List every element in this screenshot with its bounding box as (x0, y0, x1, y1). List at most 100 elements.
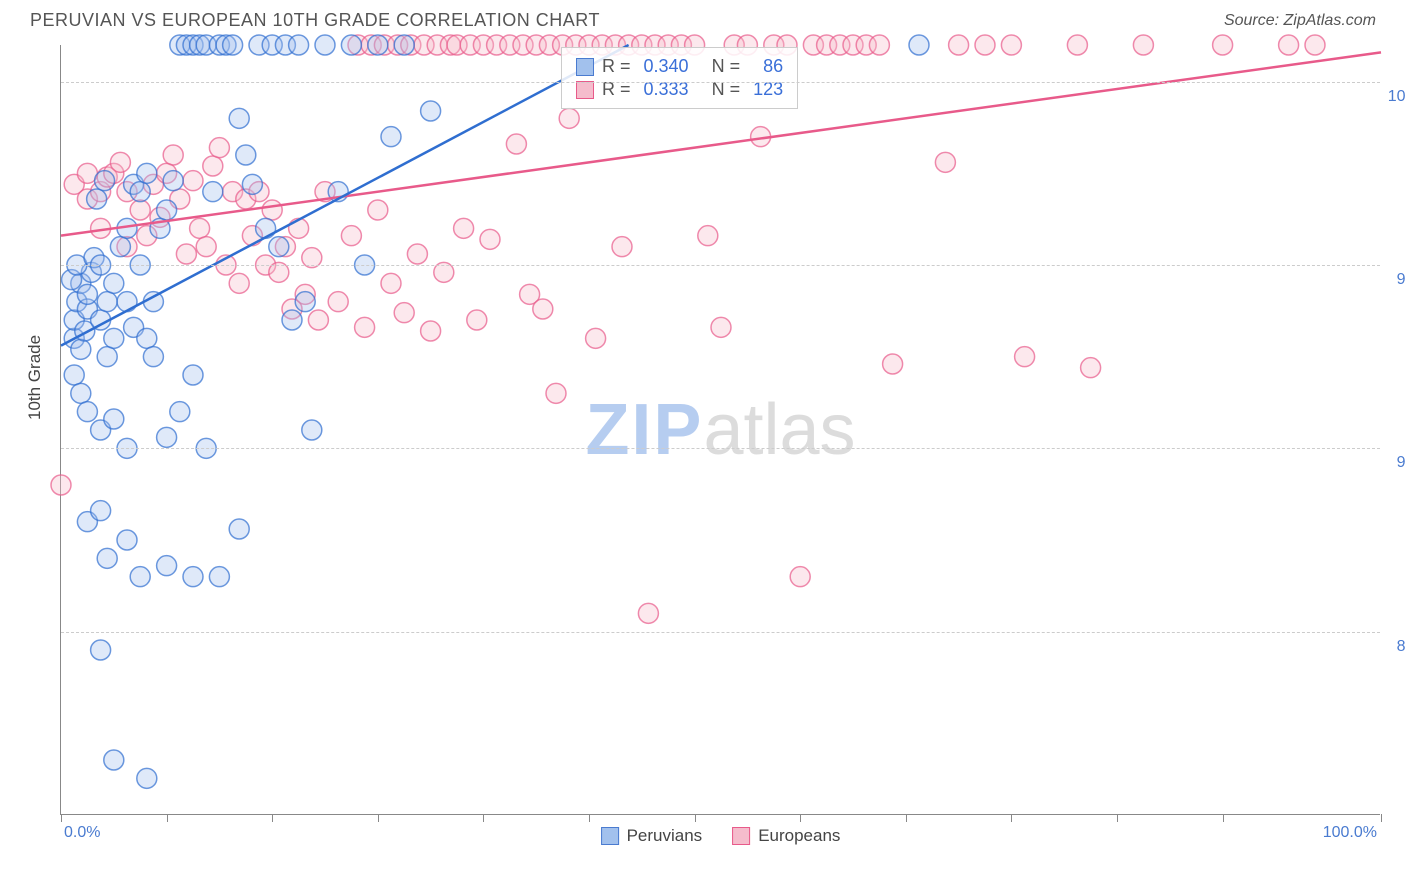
scatter-point (130, 200, 150, 220)
x-tick (1011, 814, 1012, 822)
scatter-point (308, 310, 328, 330)
scatter-point (256, 218, 276, 238)
gridline (61, 82, 1380, 83)
scatter-point (315, 35, 335, 55)
y-axis-label: 10th Grade (25, 335, 45, 420)
scatter-point (91, 501, 111, 521)
x-tick (378, 814, 379, 822)
scatter-point (51, 475, 71, 495)
scatter-point (209, 567, 229, 587)
scatter-point (170, 402, 190, 422)
x-tick (167, 814, 168, 822)
r-value: 0.340 (644, 56, 689, 77)
chart-area: ZIPatlas R = 0.340 N = 86 R = 0.333 N = … (60, 45, 1380, 815)
scatter-point (1279, 35, 1299, 55)
scatter-point (110, 152, 130, 172)
scatter-point (638, 603, 658, 623)
n-label: N = (697, 56, 746, 77)
scatter-point (190, 218, 210, 238)
scatter-point (1067, 35, 1087, 55)
scatter-point (421, 321, 441, 341)
scatter-point (1015, 347, 1035, 367)
scatter-point (269, 237, 289, 257)
gridline (61, 265, 1380, 266)
x-tick (1381, 814, 1382, 822)
scatter-point (711, 317, 731, 337)
source-label: Source: ZipAtlas.com (1224, 12, 1376, 30)
scatter-point (95, 171, 115, 191)
scatter-point (355, 317, 375, 337)
scatter-point (407, 244, 427, 264)
scatter-point (935, 152, 955, 172)
y-tick-label: 85.0% (1397, 638, 1406, 656)
scatter-point (1213, 35, 1233, 55)
scatter-point (289, 218, 309, 238)
scatter-point (229, 519, 249, 539)
scatter-point (163, 145, 183, 165)
scatter-point (97, 292, 117, 312)
scatter-point (183, 171, 203, 191)
x-axis-min-label: 0.0% (64, 824, 100, 842)
scatter-point (454, 218, 474, 238)
scatter-point (71, 339, 91, 359)
legend-swatch (576, 58, 594, 76)
scatter-point (229, 108, 249, 128)
scatter-point (137, 163, 157, 183)
scatter-point (77, 284, 97, 304)
scatter-point (104, 273, 124, 293)
scatter-point (196, 237, 216, 257)
x-tick (272, 814, 273, 822)
scatter-point (506, 134, 526, 154)
plot-area: ZIPatlas R = 0.340 N = 86 R = 0.333 N = … (60, 45, 1380, 815)
legend-swatch (601, 827, 619, 845)
scatter-point (289, 35, 309, 55)
scatter-point (137, 768, 157, 788)
scatter-point (1001, 35, 1021, 55)
scatter-point (533, 299, 553, 319)
scatter-point (176, 244, 196, 264)
scatter-point (480, 229, 500, 249)
scatter-point (467, 310, 487, 330)
scatter-point (71, 383, 91, 403)
scatter-point (341, 226, 361, 246)
scatter-point (394, 303, 414, 323)
y-tick-label: 90.0% (1397, 454, 1406, 472)
x-tick (800, 814, 801, 822)
scatter-point (163, 171, 183, 191)
y-tick-label: 100.0% (1388, 88, 1406, 106)
r-label: R = (602, 56, 636, 77)
scatter-point (698, 226, 718, 246)
scatter-point (262, 200, 282, 220)
scatter-point (157, 427, 177, 447)
gridline (61, 448, 1380, 449)
scatter-point (869, 35, 889, 55)
scatter-point (546, 383, 566, 403)
scatter-point (157, 200, 177, 220)
scatter-point (97, 347, 117, 367)
x-tick (906, 814, 907, 822)
scatter-point (381, 273, 401, 293)
scatter-point (328, 292, 348, 312)
x-tick (61, 814, 62, 822)
x-tick (1117, 814, 1118, 822)
n-value: 86 (753, 56, 783, 77)
scatter-point (117, 292, 137, 312)
series-legend: PeruviansEuropeans (601, 826, 841, 846)
scatter-point (203, 156, 223, 176)
legend-swatch (576, 81, 594, 99)
x-tick (483, 814, 484, 822)
scatter-point (1081, 358, 1101, 378)
scatter-point (64, 365, 84, 385)
scatter-point (104, 409, 124, 429)
scatter-point (949, 35, 969, 55)
scatter-point (341, 35, 361, 55)
scatter-point (421, 101, 441, 121)
legend-label: Europeans (758, 826, 840, 846)
stats-row: R = 0.340 N = 86 (576, 56, 783, 77)
scatter-point (909, 35, 929, 55)
scatter-plot-svg (61, 45, 1381, 815)
scatter-point (209, 138, 229, 158)
x-axis-max-label: 100.0% (1323, 824, 1377, 842)
scatter-point (157, 556, 177, 576)
gridline (61, 632, 1380, 633)
